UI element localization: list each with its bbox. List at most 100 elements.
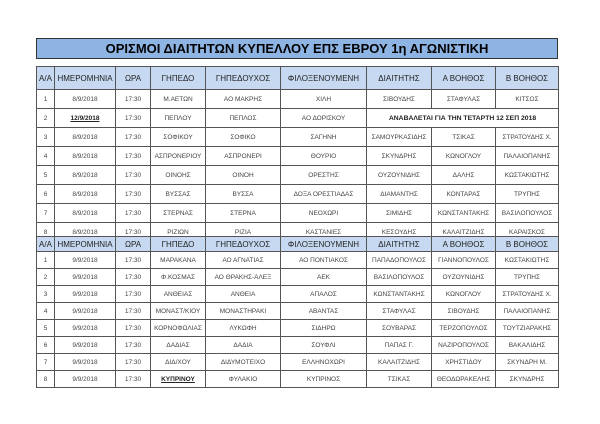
cell-home-team: ΜΟΝΑΣΤΗΡΑΚΙ	[205, 302, 281, 320]
cell-date: 9/9/2018	[54, 302, 116, 320]
cell-time: 17:30	[115, 336, 151, 354]
cell-date: 8/9/2018	[54, 146, 116, 166]
cell-home-team: ΑΝΘΕΙΑ	[205, 285, 281, 303]
cell-home-team: ΦΥΛΑΚΙΟ	[205, 370, 281, 388]
cell-time: 17:30	[115, 108, 151, 128]
page-title: ΟΡΙΣΜΟΙ ΔΙΑΙΤΗΤΩΝ ΚΥΠΕΛΛΟΥ ΕΠΣ ΕΒΡΟΥ 1η …	[36, 38, 558, 59]
cell-assistant-b: ΚΙΤΣΟΣ	[495, 89, 559, 109]
cell-assistant-b: ΣΚΥΝΔΡΗ Μ.	[495, 353, 559, 371]
cell-assistant-a: ΚΟΝΤΑΡΑΣ	[431, 184, 496, 204]
cell-assistant-a: ΤΣΙΚΑΣ	[431, 127, 496, 147]
table-row: 1 8/9/2018 17:30 Μ.ΑΕΤΩΝ ΑΟ ΜΑΚΡΗΣ ΧΙΛΗ ΣΙΒΟΥΔ…	[36, 89, 559, 109]
cell-stadium: ΣΤΕΡΝΑΣ	[150, 203, 206, 223]
header-assistant-a: Α ΒΟΗΘΟΣ	[431, 66, 496, 90]
cell-assistant-a: ΔΑΛΗΣ	[431, 165, 496, 185]
header-time: ΩΡΑ	[115, 66, 151, 90]
cell-assistant-b: ΤΟΥΤΖΙΑΡΑΚΗΣ	[495, 319, 559, 337]
cell-date: 8/9/2018	[54, 203, 116, 223]
cell-assistant-a: ΝΑΖΙΡΟΠΟΥΛΟΣ	[431, 336, 496, 354]
header-assistant-a: Α ΒΟΗΘΟΣ	[431, 236, 496, 252]
cell-index: 8	[36, 370, 55, 388]
cell-assistant-a: ΚΩΝΟΓΛΟΥ	[431, 285, 496, 303]
cell-home-team: ΒΥΣΣΑ	[205, 184, 281, 204]
cell-index: 6	[36, 336, 55, 354]
table-row: 5 9/9/2018 17:30 ΚΟΡΝΟΦΩΛΙΑΣ ΛΥΚΩΦΗ ΣΙΔΗΡΩ ΣΟΥ…	[36, 319, 559, 337]
cell-date: 9/9/2018	[54, 319, 116, 337]
header-assistant-b: Β ΒΟΗΘΟΣ	[495, 66, 559, 90]
table-row: 2 9/9/2018 17:30 Φ.ΚΟΣΜΑΣ ΑΟ ΘΡΑΚΗΣ-ΑΛΕΞ ΑΕΚ Β…	[36, 268, 559, 286]
cell-index: 7	[36, 203, 55, 223]
cell-referee: ΠΑΠΑΣ Γ.	[366, 336, 432, 354]
cell-away-team: ΘΟΥΡΙΟ	[280, 146, 367, 166]
cell-referee: ΤΣΙΚΑΣ	[366, 370, 432, 388]
cell-time: 17:30	[115, 251, 151, 269]
cell-date: 12/9/2018	[54, 108, 116, 128]
cell-time: 17:30	[115, 165, 151, 185]
table-row: 1 9/9/2018 17:30 ΜΑΡΑΚΑΝΑ ΑΟ ΑΓΝΑΤΙΑΣ ΑΟ ΠΟΝΤ…	[36, 251, 559, 269]
table-row: 5 8/9/2018 17:30 ΟΙΝΟΗΣ ΟΙΝΟΗ ΟΡΕΣΤΗΣ ΟΥΖΟΥΝΙΔ…	[36, 165, 559, 185]
cell-assistant-a: ΣΙΒΟΥΔΗΣ	[431, 302, 496, 320]
cell-assistant-b: ΣΤΡΑΤΟΥΔΗΣ Χ.	[495, 127, 559, 147]
cell-assistant-a: ΚΩΝΟΓΛΟΥ	[431, 146, 496, 166]
cell-away-team: ΑΠΑΛΟΣ	[280, 285, 367, 303]
header-row: Α/Α ΗΜΕΡΟΜΗΝΙΑ ΩΡΑ ΓΗΠΕΔΟ ΓΗΠΕΔΟΥΧΟΣ ΦΙΛΟΞΕΝΟ…	[36, 236, 559, 252]
cell-stadium: ΠΕΠΛΟΥ	[150, 108, 206, 128]
header-row: Α/Α ΗΜΕΡΟΜΗΝΙΑ ΩΡΑ ΓΗΠΕΔΟ ΓΗΠΕΔΟΥΧΟΣ ΦΙΛΟΞΕΝΟ…	[36, 66, 559, 90]
header-home-team: ΓΗΠΕΔΟΥΧΟΣ	[205, 66, 281, 90]
cell-assistant-b: ΤΡΥΠΗΣ	[495, 184, 559, 204]
cell-assistant-b: ΤΡΥΠΗΣ	[495, 268, 559, 286]
table-row: 6 8/9/2018 17:30 ΒΥΣΣΑΣ ΒΥΣΣΑ ΔΟΞΑ ΟΡΕΣΤΙΑΔΑΣ…	[36, 184, 559, 204]
cell-referee: ΚΑΛΑΙΤΖΙΔΗΣ	[366, 353, 432, 371]
header-away-team: ΦΙΛΟΞΕΝΟΥΜΕΝΗ	[280, 236, 367, 252]
cell-home-team: ΠΕΠΛΟΣ	[205, 108, 281, 128]
cell-index: 3	[36, 127, 55, 147]
cell-away-team: ΑΟ ΔΟΡΙΣΚΟΥ	[280, 108, 367, 128]
cell-assistant-b: ΠΑΛΑΙΟΠΑΝΗΣ	[495, 302, 559, 320]
cell-away-team: ΑΕΚ	[280, 268, 367, 286]
cell-stadium: ΔΙΔ/ΧΟΥ	[150, 353, 206, 371]
cell-index: 6	[36, 184, 55, 204]
cell-index: 4	[36, 146, 55, 166]
cell-referee: ΣΙΒΟΥΔΗΣ	[366, 89, 432, 109]
cell-date: 9/9/2018	[54, 370, 116, 388]
cell-time: 17:30	[115, 353, 151, 371]
table-row: 3 8/9/2018 17:30 ΣΟΦΙΚΟΥ ΣΟΦΙΚΟ ΣΑΓΗΝΗ ΣΑΜΟΥΡΚ…	[36, 127, 559, 147]
cell-away-team: ΚΥΠΡΙΝΟΣ	[280, 370, 367, 388]
cell-assistant-b: ΠΑΛΑΙΟΠΑΝΗΣ	[495, 146, 559, 166]
cell-home-team: ΑΟ ΑΓΝΑΤΙΑΣ	[205, 251, 281, 269]
cell-home-team: ΟΙΝΟΗ	[205, 165, 281, 185]
cell-time: 17:30	[115, 127, 151, 147]
cell-time: 17:30	[115, 89, 151, 109]
schedule-table-1: Α/Α ΗΜΕΡΟΜΗΝΙΑ ΩΡΑ ΓΗΠΕΔΟ ΓΗΠΕΔΟΥΧΟΣ ΦΙΛΟΞΕΝΟ…	[36, 66, 559, 242]
cell-away-team: ΕΛΛΗΝΟΧΩΡΙ	[280, 353, 367, 371]
cell-away-team: ΟΡΕΣΤΗΣ	[280, 165, 367, 185]
table-row: 8 9/9/2018 17:30 ΚΥΠΡΙΝΟΥ ΦΥΛΑΚΙΟ ΚΥΠΡΙΝΟΣ ΤΣΙ…	[36, 370, 559, 388]
table-row: 7 8/9/2018 17:30 ΣΤΕΡΝΑΣ ΣΤΕΡΝΑ ΝΕΟΧΩΡΙ ΣΙΜΙΔΗ…	[36, 203, 559, 223]
cell-stadium: ΔΑΔΙΑΣ	[150, 336, 206, 354]
cell-time: 17:30	[115, 268, 151, 286]
cell-home-team: ΑΟ ΜΑΚΡΗΣ	[205, 89, 281, 109]
cell-time: 17:30	[115, 184, 151, 204]
postponement-note: ΑΝΑΒΑΛΕΤΑΙ ΓΙΑ ΤΗΝ ΤΕΤΑΡΤΗ 12 ΣΕΠ 2018	[366, 108, 559, 128]
cell-assistant-b: ΒΑΣΙΛΟΠΟΥΛΟΣ	[495, 203, 559, 223]
cell-referee: ΣΑΜΟΥΡΚΑΣΙΔΗΣ	[366, 127, 432, 147]
cell-stadium: ΑΝΘΕΙΑΣ	[150, 285, 206, 303]
header-away-team: ΦΙΛΟΞΕΝΟΥΜΕΝΗ	[280, 66, 367, 90]
header-home-team: ΓΗΠΕΔΟΥΧΟΣ	[205, 236, 281, 252]
cell-referee: ΣΤΑΦΥΛΑΣ	[366, 302, 432, 320]
cell-assistant-a: ΣΤΑΦΥΛΑΣ	[431, 89, 496, 109]
cell-assistant-b: ΚΩΣΤΑΚΙΩΤΗΣ	[495, 165, 559, 185]
cell-time: 17:30	[115, 203, 151, 223]
table-row: 7 9/9/2018 17:30 ΔΙΔ/ΧΟΥ ΔΙΔΥΜΟΤΕΙΧΟ ΕΛΛΗΝΟΧΩ…	[36, 353, 559, 371]
cell-stadium: Μ.ΑΕΤΩΝ	[150, 89, 206, 109]
cell-referee: ΒΑΣΙΛΟΠΟΥΛΟΣ	[366, 268, 432, 286]
cell-referee: ΣΚΥΝΔΡΗΣ	[366, 146, 432, 166]
cell-assistant-b: ΒΑΚΑΛΙΔΗΣ	[495, 336, 559, 354]
cell-index: 5	[36, 165, 55, 185]
header-date: ΗΜΕΡΟΜΗΝΙΑ	[54, 236, 116, 252]
table-row: 3 9/9/2018 17:30 ΑΝΘΕΙΑΣ ΑΝΘΕΙΑ ΑΠΑΛΟΣ ΚΩΝΣΤΑΝ…	[36, 285, 559, 303]
cell-stadium: ΟΙΝΟΗΣ	[150, 165, 206, 185]
cell-date: 8/9/2018	[54, 184, 116, 204]
cell-referee: ΟΥΖΟΥΝΙΔΗΣ	[366, 165, 432, 185]
cell-index: 7	[36, 353, 55, 371]
